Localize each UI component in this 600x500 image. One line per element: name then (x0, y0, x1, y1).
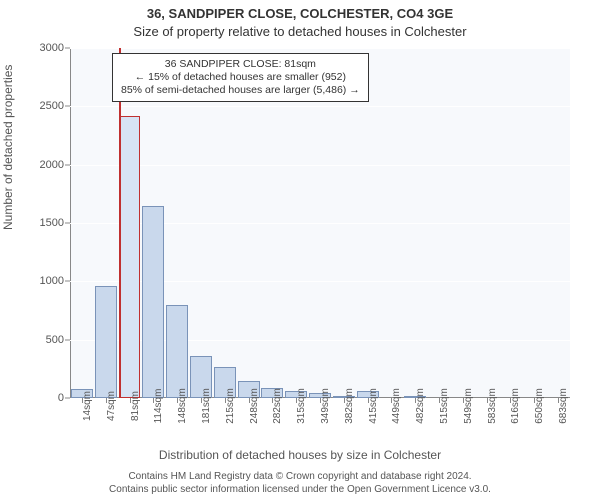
x-tick-label: 181sqm (201, 388, 212, 424)
x-tick-label: 282sqm (272, 388, 283, 424)
bar (95, 286, 117, 398)
y-tick-mark (65, 281, 70, 282)
x-tick-label: 315sqm (296, 388, 307, 424)
x-tick-label: 248sqm (249, 388, 260, 424)
footer-line1: Contains HM Land Registry data © Crown c… (0, 471, 600, 482)
annotation-line: 85% of semi-detached houses are larger (… (121, 84, 360, 97)
x-tick-label: 482sqm (415, 388, 426, 424)
gridline (70, 106, 570, 107)
gridline (70, 165, 570, 166)
y-tick-mark (65, 164, 70, 165)
x-tick-label: 616sqm (510, 388, 521, 424)
x-tick-label: 515sqm (439, 388, 450, 424)
annotation-line: 36 SANDPIPER CLOSE: 81sqm (121, 58, 360, 71)
y-axis-label: Number of detached properties (1, 65, 15, 230)
x-tick-label: 549sqm (463, 388, 474, 424)
x-tick-label: 415sqm (368, 388, 379, 424)
bar (166, 305, 188, 398)
annotation-box: 36 SANDPIPER CLOSE: 81sqm← 15% of detach… (112, 53, 369, 102)
y-tick-mark (65, 223, 70, 224)
footer-line2: Contains public sector information licen… (0, 484, 600, 495)
bar-highlight (119, 116, 141, 398)
x-tick-label: 14sqm (82, 391, 93, 421)
x-tick-label: 81sqm (130, 391, 141, 421)
chart-title-line1: 36, SANDPIPER CLOSE, COLCHESTER, CO4 3GE (0, 6, 600, 21)
annotation-line: ← 15% of detached houses are smaller (95… (121, 71, 360, 84)
y-tick-label: 2500 (40, 100, 64, 112)
y-tick-mark (65, 339, 70, 340)
chart-page: 36, SANDPIPER CLOSE, COLCHESTER, CO4 3GE… (0, 0, 600, 500)
gridline (70, 48, 570, 49)
chart-title-line2: Size of property relative to detached ho… (0, 24, 600, 39)
y-tick-mark (65, 398, 70, 399)
x-tick-label: 683sqm (558, 388, 569, 424)
x-tick-label: 215sqm (225, 388, 236, 424)
x-tick-label: 148sqm (177, 388, 188, 424)
y-tick-mark (65, 106, 70, 107)
x-tick-label: 349sqm (320, 388, 331, 424)
y-tick-label: 2000 (40, 159, 64, 171)
x-tick-label: 114sqm (153, 389, 164, 424)
y-tick-label: 0 (58, 392, 64, 404)
x-tick-label: 382sqm (344, 388, 355, 424)
y-tick-label: 3000 (40, 42, 64, 54)
y-tick-label: 1500 (40, 217, 64, 229)
x-tick-label: 583sqm (487, 388, 498, 424)
y-tick-mark (65, 48, 70, 49)
x-tick-label: 650sqm (534, 388, 545, 424)
bar (142, 206, 164, 399)
x-tick-label: 449sqm (391, 388, 402, 424)
x-tick-label: 47sqm (106, 391, 117, 421)
y-tick-label: 1000 (40, 275, 64, 287)
x-axis-label: Distribution of detached houses by size … (0, 448, 600, 462)
y-tick-label: 500 (46, 334, 64, 346)
